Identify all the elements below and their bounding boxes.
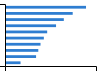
y-axis [0,5,6,67]
bar [5,49,38,52]
bar [5,24,56,27]
bar [5,37,44,40]
bar [5,12,73,15]
bar [5,6,86,9]
bar [5,18,64,21]
chart [0,0,100,71]
x-axis-line [6,67,97,71]
bars [5,6,86,64]
bar [5,55,36,58]
y-axis-line [0,5,6,67]
bar [5,31,47,34]
plot [0,5,97,71]
bar [5,61,21,64]
bar [5,43,41,46]
x-axis [6,67,97,71]
